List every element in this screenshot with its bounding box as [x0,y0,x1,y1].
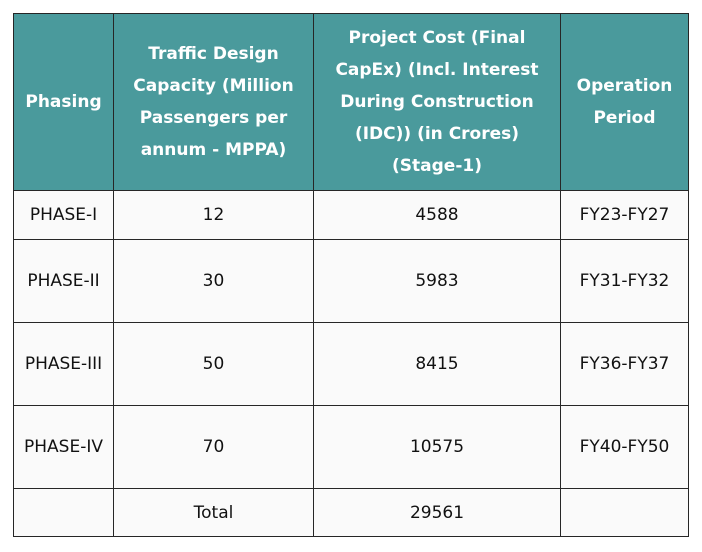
cell-phasing: PHASE-I [13,190,114,240]
table-row: PHASE-II 30 5983 FY31-FY32 [13,239,689,323]
cell-period: FY36-FY37 [560,322,689,406]
cell-cost: 8415 [313,322,561,406]
table-row: PHASE-III 50 8415 FY36-FY37 [13,322,689,406]
cell-capacity: 50 [113,322,314,406]
table-row: PHASE-IV 70 10575 FY40-FY50 [13,405,689,489]
cell-phasing: PHASE-II [13,239,114,323]
header-row: Phasing Traffic Design Capacity (Million… [13,13,689,191]
cell-period: FY23-FY27 [560,190,689,240]
cell-phasing: PHASE-III [13,322,114,406]
header-operation-period: Operation Period [560,13,689,191]
cell-total-label: Total [113,488,314,537]
cell-period: FY40-FY50 [560,405,689,489]
cell-capacity: 12 [113,190,314,240]
cell-phasing: PHASE-IV [13,405,114,489]
cell-capacity: 30 [113,239,314,323]
cell-total-cost: 29561 [313,488,561,537]
cell-period: FY31-FY32 [560,239,689,323]
cell-cost: 5983 [313,239,561,323]
header-phasing: Phasing [13,13,114,191]
cell-cost: 4588 [313,190,561,240]
table-container: Phasing Traffic Design Capacity (Million… [13,13,689,537]
header-project-cost: Project Cost (Final CapEx) (Incl. Intere… [313,13,561,191]
cell-period [560,488,689,537]
header-traffic-capacity: Traffic Design Capacity (Million Passeng… [113,13,314,191]
cell-capacity: 70 [113,405,314,489]
cell-cost: 10575 [313,405,561,489]
table-body: PHASE-I 12 4588 FY23-FY27 PHASE-II 30 59… [13,190,689,537]
project-phasing-table: Phasing Traffic Design Capacity (Million… [13,13,689,537]
table-row-total: Total 29561 [13,488,689,537]
table-header: Phasing Traffic Design Capacity (Million… [13,13,689,191]
cell-phasing [13,488,114,537]
table-row: PHASE-I 12 4588 FY23-FY27 [13,190,689,240]
